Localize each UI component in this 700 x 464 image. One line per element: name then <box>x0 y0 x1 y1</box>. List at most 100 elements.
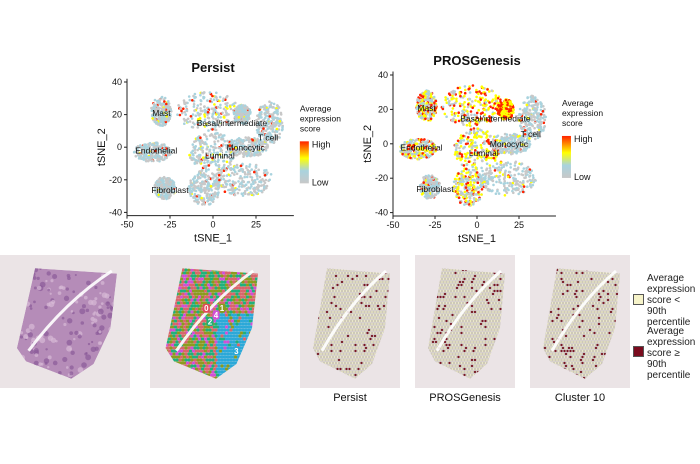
scatter-point <box>132 150 136 154</box>
scatter-point <box>198 147 201 150</box>
scatter-point <box>536 112 539 115</box>
he-texture <box>50 279 54 283</box>
scatter-point <box>526 185 529 188</box>
scatter-point <box>503 182 507 185</box>
legend-title: score <box>562 118 583 128</box>
scatter-point <box>193 162 197 165</box>
scatter-point <box>474 166 478 169</box>
scatter-point <box>486 182 490 186</box>
he-texture <box>98 305 102 309</box>
cell-type-label: Monocytic <box>490 139 529 149</box>
scatter-point <box>217 136 221 139</box>
scatter-point <box>214 125 217 128</box>
scatter-point <box>474 99 477 102</box>
scatter-point <box>208 195 211 199</box>
scatter-point <box>245 175 249 179</box>
scatter-point <box>475 123 479 126</box>
scatter-point <box>201 149 204 153</box>
scatter-point <box>250 178 254 182</box>
scatter-point <box>275 127 279 131</box>
scatter-point <box>423 96 427 100</box>
scatter-point <box>140 147 144 150</box>
scatter-point <box>257 113 261 117</box>
scatter-point <box>263 173 267 177</box>
he-texture <box>63 322 67 327</box>
scatter-point <box>280 128 284 132</box>
legend-high: High <box>574 134 593 144</box>
scatter-point <box>207 189 210 192</box>
scatter-point <box>457 196 461 199</box>
scatter-point <box>190 158 193 161</box>
he-texture <box>55 339 58 343</box>
scatter-point <box>265 184 269 188</box>
scatter-point <box>427 92 431 96</box>
scatter-point <box>466 110 469 113</box>
scatter-point <box>231 180 235 183</box>
scatter-point <box>266 143 269 147</box>
scatter-point <box>268 121 271 124</box>
cell-type-label: T cell <box>258 133 278 143</box>
x-tick-label: 0 <box>474 220 479 230</box>
scatter-point <box>151 159 154 162</box>
scatter-point <box>503 186 507 190</box>
scatter-point <box>200 185 203 188</box>
scatter-point <box>536 123 540 127</box>
scatter-point <box>465 167 468 171</box>
scatter-point <box>250 176 254 179</box>
scatter-point <box>526 96 529 100</box>
scatter-point <box>182 117 186 121</box>
scatter-point <box>471 141 474 145</box>
scatter-point <box>479 175 483 179</box>
scatter-point <box>275 109 278 113</box>
scatter-point <box>228 191 232 195</box>
scatter-point <box>142 151 146 154</box>
scatter-point <box>479 103 483 106</box>
scatter-point <box>509 162 512 166</box>
scatter-point <box>473 193 477 196</box>
scatter-point <box>206 159 210 163</box>
scatter-point <box>201 180 204 184</box>
scatter-point <box>469 138 472 142</box>
scatter-point <box>206 116 210 119</box>
scatter-point <box>505 133 509 136</box>
scatter-point <box>454 148 458 152</box>
scatter-point <box>475 95 478 99</box>
scatter-point <box>153 109 157 113</box>
scatter-point <box>164 177 168 181</box>
scatter-point <box>481 131 485 134</box>
scatter-point <box>458 102 462 106</box>
scatter-point <box>200 190 203 193</box>
he-texture <box>100 302 104 306</box>
scatter-point <box>211 193 215 196</box>
scatter-point <box>183 122 186 125</box>
scatter-point <box>233 166 237 169</box>
scatter-point <box>456 186 460 190</box>
scatter-point <box>477 191 480 194</box>
scatter-point <box>192 105 196 108</box>
scatter-point <box>472 203 475 206</box>
scatter-point <box>265 110 269 114</box>
scatter-point <box>499 161 503 164</box>
scatter-point <box>483 92 487 96</box>
scatter-point <box>495 135 499 139</box>
scatter-point <box>193 146 197 150</box>
scatter-point <box>521 188 524 191</box>
scatter-point <box>244 172 247 176</box>
he-texture <box>49 292 52 295</box>
scatter-point <box>239 175 242 178</box>
scatter-point <box>189 194 193 197</box>
scatter-point <box>202 165 206 168</box>
he-texture <box>80 321 85 325</box>
he-texture <box>93 311 97 314</box>
scatter-point <box>166 106 170 110</box>
he-texture <box>84 352 88 356</box>
scatter-point <box>153 145 157 149</box>
scatter-point <box>426 179 430 182</box>
scatter-point <box>182 99 186 102</box>
scatter-point <box>488 164 492 167</box>
scatter-point <box>494 192 498 195</box>
he-texture <box>94 285 98 290</box>
scatter-point <box>212 151 216 154</box>
scatter-point <box>497 192 501 195</box>
